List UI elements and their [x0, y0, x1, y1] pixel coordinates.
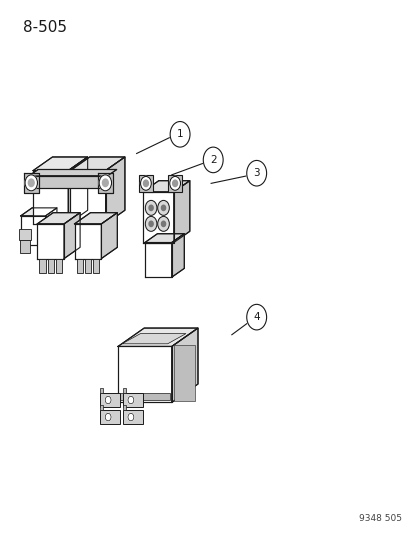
Polygon shape: [173, 181, 189, 243]
Polygon shape: [123, 393, 142, 407]
Polygon shape: [145, 233, 184, 243]
Polygon shape: [37, 224, 64, 259]
Text: 4: 4: [253, 312, 259, 322]
Circle shape: [99, 175, 111, 191]
Circle shape: [149, 205, 153, 211]
Circle shape: [128, 397, 133, 404]
Circle shape: [161, 205, 165, 211]
Circle shape: [246, 160, 266, 186]
Circle shape: [145, 216, 157, 231]
Polygon shape: [74, 224, 101, 259]
Polygon shape: [39, 259, 45, 273]
Circle shape: [105, 397, 111, 404]
Polygon shape: [105, 157, 125, 224]
Polygon shape: [64, 213, 80, 259]
Polygon shape: [21, 216, 45, 245]
Circle shape: [170, 122, 190, 147]
Circle shape: [157, 216, 169, 231]
Polygon shape: [98, 173, 112, 193]
Polygon shape: [29, 176, 107, 188]
Polygon shape: [123, 410, 142, 424]
Circle shape: [161, 221, 165, 227]
Polygon shape: [70, 157, 125, 171]
Circle shape: [140, 176, 151, 190]
Polygon shape: [29, 169, 116, 176]
Text: 9348 505: 9348 505: [358, 514, 401, 523]
Polygon shape: [122, 334, 185, 344]
Polygon shape: [138, 175, 153, 192]
Circle shape: [28, 179, 34, 187]
Text: 1: 1: [176, 130, 183, 139]
Polygon shape: [24, 173, 38, 193]
Polygon shape: [70, 171, 105, 224]
Circle shape: [143, 180, 148, 187]
Polygon shape: [145, 243, 171, 277]
Polygon shape: [33, 171, 68, 224]
Polygon shape: [118, 346, 171, 402]
Circle shape: [145, 200, 157, 215]
Polygon shape: [171, 328, 197, 402]
Circle shape: [169, 176, 180, 190]
Circle shape: [25, 175, 38, 191]
Circle shape: [157, 200, 169, 215]
Polygon shape: [142, 181, 189, 192]
Polygon shape: [167, 175, 182, 192]
Circle shape: [128, 414, 133, 421]
Polygon shape: [85, 259, 91, 273]
Polygon shape: [37, 213, 80, 224]
Polygon shape: [76, 259, 83, 273]
Circle shape: [149, 221, 153, 227]
Polygon shape: [100, 410, 120, 424]
Polygon shape: [100, 393, 120, 407]
Text: 2: 2: [209, 155, 216, 165]
Polygon shape: [21, 208, 57, 216]
Polygon shape: [45, 208, 57, 245]
Circle shape: [246, 304, 266, 330]
Circle shape: [172, 180, 177, 187]
Polygon shape: [19, 229, 31, 240]
Polygon shape: [93, 259, 99, 273]
Polygon shape: [142, 192, 173, 243]
Polygon shape: [33, 157, 88, 171]
Text: 3: 3: [253, 168, 259, 178]
Polygon shape: [171, 233, 184, 277]
Circle shape: [105, 414, 111, 421]
Polygon shape: [118, 328, 197, 346]
Polygon shape: [123, 388, 126, 393]
Polygon shape: [100, 405, 103, 410]
Polygon shape: [68, 157, 88, 224]
Polygon shape: [100, 388, 103, 393]
Polygon shape: [47, 259, 54, 273]
Polygon shape: [120, 393, 169, 400]
Polygon shape: [74, 213, 117, 224]
Polygon shape: [56, 259, 62, 273]
Circle shape: [102, 179, 108, 187]
Text: 8-505: 8-505: [23, 20, 66, 35]
Polygon shape: [174, 345, 195, 401]
Polygon shape: [123, 405, 126, 410]
Polygon shape: [20, 240, 30, 253]
Polygon shape: [101, 213, 117, 259]
Circle shape: [203, 147, 223, 173]
